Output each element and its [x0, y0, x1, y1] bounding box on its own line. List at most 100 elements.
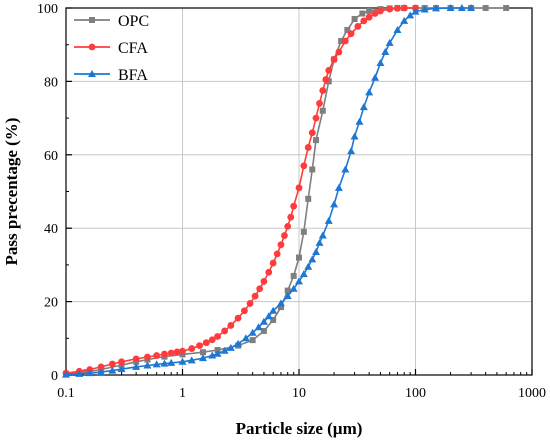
data-point-bfa [406, 11, 415, 19]
data-point-cfa [167, 349, 175, 357]
data-point-bfa [457, 4, 466, 11]
series-line-bfa [65, 7, 472, 376]
data-point-cfa [360, 17, 368, 25]
data-point-cfa [312, 114, 320, 122]
data-point-bfa [85, 369, 94, 377]
x-tick-label: 10 [292, 386, 306, 401]
data-point-cfa [295, 184, 303, 192]
x-axis-title: Particle size (µm) [236, 419, 363, 438]
data-point-cfa [325, 66, 333, 74]
data-point-opc [503, 5, 510, 11]
data-point-cfa [319, 87, 327, 94]
data-point-bfa [234, 339, 243, 347]
data-point-bfa [324, 216, 333, 224]
data-point-cfa [241, 307, 248, 315]
data-point-opc [200, 349, 207, 356]
series-line-opc [65, 7, 507, 375]
series-opc [63, 5, 510, 377]
data-point-bfa [432, 4, 441, 12]
data-point-bfa [299, 270, 308, 278]
data-point-cfa [260, 278, 268, 285]
data-point-cfa [256, 285, 264, 293]
data-point-cfa [394, 4, 401, 12]
data-point-cfa [354, 22, 362, 30]
data-point-bfa [359, 103, 368, 111]
data-point-bfa [330, 200, 339, 208]
data-point-bfa [371, 73, 380, 81]
data-point-cfa [118, 358, 125, 366]
data-point-cfa [371, 10, 379, 17]
data-point-cfa [269, 259, 277, 267]
data-point-cfa [202, 339, 210, 347]
data-point-bfa [132, 362, 141, 370]
data-point-opc [260, 327, 267, 334]
data-point-bfa [365, 88, 374, 96]
data-point-bfa [355, 117, 364, 125]
y-tick-label: 40 [44, 222, 58, 237]
data-point-bfa [420, 5, 429, 13]
data-point-cfa [108, 360, 116, 368]
data-point-bfa [152, 360, 161, 368]
data-point-cfa [365, 13, 373, 21]
data-point-bfa [411, 7, 420, 15]
data-point-bfa [312, 248, 321, 256]
data-point-bfa [400, 16, 409, 24]
series-cfa [62, 4, 419, 377]
data-point-cfa [246, 300, 254, 307]
data-point-bfa [381, 48, 390, 56]
data-point-cfa [153, 352, 161, 359]
data-point-bfa [276, 299, 285, 307]
legend: OPC CFA BFA [74, 13, 149, 84]
data-point-bfa [220, 346, 229, 354]
data-point-cfa [97, 363, 105, 371]
data-point-opc [359, 10, 366, 17]
x-tick-label: 1 [179, 386, 186, 401]
data-point-bfa [318, 231, 327, 239]
data-point-bfa [446, 4, 455, 11]
data-point-opc [325, 78, 332, 85]
data-point-bfa [248, 328, 257, 336]
data-point-bfa [304, 262, 313, 270]
data-point-bfa [308, 255, 317, 263]
y-tick-label: 20 [44, 296, 58, 311]
data-point-bfa [269, 306, 278, 314]
data-point-bfa [241, 334, 250, 342]
axis-ticks: 0.1 1 10 100 1000 0 20 40 60 80 100 [37, 2, 546, 401]
data-point-cfa [308, 129, 316, 137]
data-point-opc [83, 369, 90, 376]
data-point-opc [305, 195, 312, 202]
data-point-bfa [259, 317, 268, 325]
data-point-bfa [254, 323, 263, 331]
data-point-cfa [251, 292, 259, 300]
data-point-cfa [179, 347, 186, 355]
data-point-opc [344, 27, 351, 34]
data-point-bfa [376, 59, 385, 67]
data-point-cfa [386, 5, 394, 13]
data-point-bfa [467, 4, 476, 11]
y-tick-label: 60 [44, 149, 58, 164]
data-point-cfa [161, 350, 168, 358]
data-point-opc [351, 16, 358, 23]
grid-lines [66, 8, 532, 375]
data-point-bfa [289, 284, 298, 292]
data-point-bfa [160, 359, 169, 367]
data-point-bfa [167, 358, 176, 366]
data-point-cfa [173, 348, 181, 356]
data-point-bfa [341, 165, 350, 173]
legend-marker-bfa [88, 70, 96, 77]
data-point-opc [284, 287, 291, 294]
data-point-cfa [290, 202, 298, 210]
y-tick-label: 100 [37, 2, 58, 17]
legend-marker-cfa [88, 43, 96, 51]
data-point-bfa [347, 147, 356, 155]
data-point-cfa [400, 4, 408, 12]
data-point-bfa [187, 356, 196, 364]
data-point-cfa [188, 345, 196, 352]
x-tick-label: 0.1 [57, 386, 75, 401]
data-point-cfa [265, 268, 273, 276]
legend-marker-opc [89, 17, 95, 23]
y-tick-label: 80 [44, 75, 58, 90]
data-point-cfa [234, 314, 242, 322]
data-point-opc [290, 272, 297, 279]
